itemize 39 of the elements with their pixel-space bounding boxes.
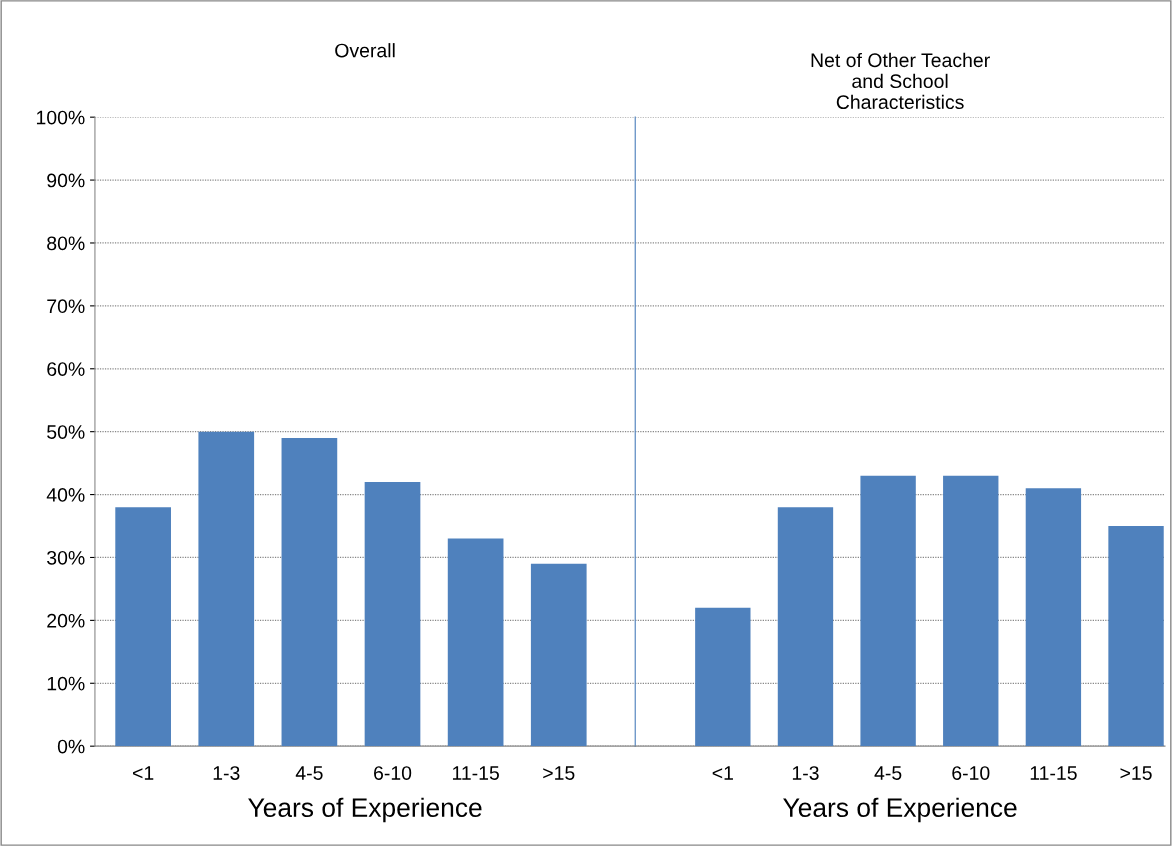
x-tick-label: >15: [1120, 766, 1152, 780]
bar: [198, 431, 255, 747]
y-tick-label: 30%: [47, 550, 85, 565]
y-tick-label: 80%: [47, 236, 85, 251]
x-axis-title: Years of Experience: [248, 797, 482, 823]
x-tick-label: >15: [543, 766, 575, 780]
y-tick-label: 60%: [47, 362, 85, 377]
bar: [530, 563, 587, 747]
bar: [281, 437, 338, 747]
chart-title: Overall: [335, 43, 395, 58]
y-tick-label: 100%: [36, 110, 85, 125]
bar: [1025, 488, 1082, 747]
bar: [364, 481, 421, 747]
x-tick-label: 1-3: [213, 766, 240, 780]
x-tick-label: 11-15: [452, 766, 499, 780]
y-tick-label: 10%: [47, 676, 85, 691]
x-tick-label: <1: [712, 766, 733, 780]
x-tick-label: 4-5: [295, 766, 323, 780]
bar: [695, 607, 751, 747]
y-tick-label: 90%: [47, 173, 85, 188]
bar: [777, 507, 834, 747]
bar: [115, 507, 171, 747]
x-tick-label: 6-10: [374, 766, 412, 780]
bar: [1108, 526, 1164, 747]
bar: [860, 475, 916, 747]
x-tick-label: 4-5: [874, 766, 902, 780]
chart-title: Net of Other Teacher and School Characteristics: [811, 52, 990, 110]
bar: [943, 475, 999, 747]
y-tick-label: 70%: [47, 299, 85, 314]
x-axis-title: Years of Experience: [783, 797, 1017, 823]
y-tick-label: 40%: [46, 488, 85, 502]
x-tick-label: <1: [133, 766, 154, 780]
y-tick-label: 0%: [57, 739, 85, 754]
x-tick-label: 1-3: [792, 766, 819, 780]
bar: [447, 538, 504, 747]
x-tick-label: 11-15: [1030, 766, 1077, 780]
x-tick-label: 6-10: [952, 766, 990, 780]
y-tick-label: 20%: [47, 613, 85, 628]
y-tick-label: 50%: [47, 425, 85, 439]
